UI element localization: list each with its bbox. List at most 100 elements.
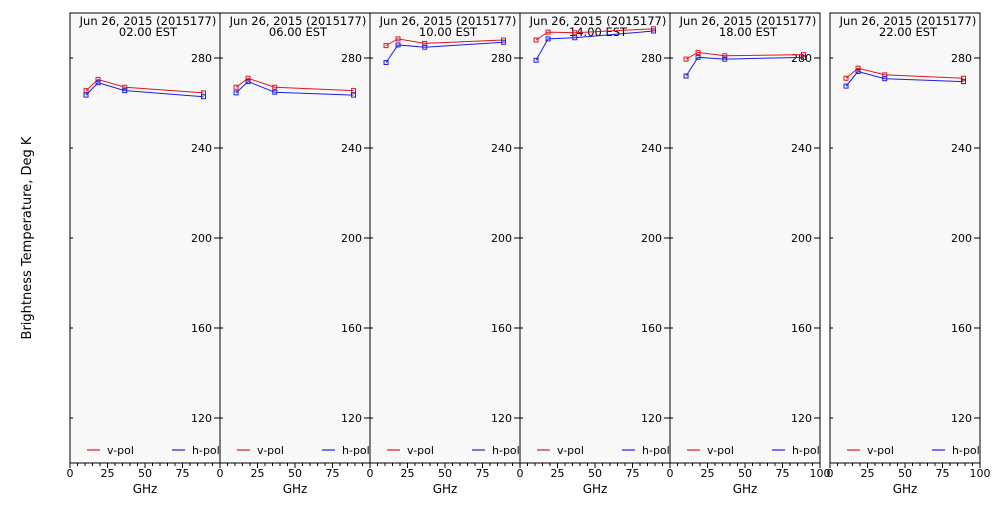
series-line-v-pol xyxy=(845,67,964,79)
y-tick-label: 120 xyxy=(491,412,512,425)
y-tick-label: 160 xyxy=(951,322,972,335)
data-point-h-pol xyxy=(801,54,806,60)
x-tick-label: 50 xyxy=(438,467,452,480)
series-line-h-pol xyxy=(385,41,504,63)
legend-label-h-pol: h-pol xyxy=(642,444,670,457)
panel-time-label: 02.00 EST xyxy=(119,25,178,39)
legend-label-v-pol: v-pol xyxy=(557,444,584,457)
data-point-h-pol xyxy=(422,44,428,50)
x-tick-label: 100 xyxy=(970,467,991,480)
legend-label-h-pol: h-pol xyxy=(192,444,220,457)
panel-6: Jun 26, 2015 (2015177)22.00 EST 120 160 200… xyxy=(827,12,991,496)
y-tick-label: 280 xyxy=(951,52,972,65)
x-tick-label: 25 xyxy=(101,467,115,480)
series-line-v-pol xyxy=(85,78,204,94)
x-tick-label: 0 xyxy=(517,467,524,480)
y-tick-label: 120 xyxy=(951,412,972,425)
series-line-h-pol xyxy=(535,30,654,61)
plot-area xyxy=(369,12,521,464)
x-tick-label: 0 xyxy=(667,467,674,480)
y-tick-label: 120 xyxy=(791,412,812,425)
series-line-h-pol xyxy=(235,81,354,96)
data-point-v-pol xyxy=(572,30,578,36)
y-tick-label: 160 xyxy=(791,322,812,335)
panel-date-label: Jun 26, 2015 (2015177) xyxy=(839,14,977,28)
data-point-v-pol xyxy=(395,36,401,42)
y-tick-label: 200 xyxy=(191,232,212,245)
y-tick-label: 280 xyxy=(641,52,662,65)
y-tick-label: 280 xyxy=(341,52,362,65)
data-point-h-pol xyxy=(572,35,578,41)
data-point-h-pol xyxy=(351,92,356,98)
data-point-h-pol xyxy=(395,42,401,48)
x-axis-label: GHz xyxy=(583,482,608,496)
data-point-v-pol xyxy=(533,37,539,43)
data-point-h-pol xyxy=(533,57,539,63)
y-tick-label: 160 xyxy=(491,322,512,335)
x-tick-label: 25 xyxy=(861,467,875,480)
x-tick-label: 50 xyxy=(588,467,602,480)
y-tick-label: 240 xyxy=(491,142,512,155)
data-point-v-pol xyxy=(695,49,701,55)
series-line-h-pol xyxy=(685,56,804,77)
data-point-h-pol xyxy=(695,54,701,60)
x-tick-label: 100 xyxy=(810,467,831,480)
series-line-v-pol xyxy=(535,28,654,41)
legend-label-h-pol: h-pol xyxy=(342,444,370,457)
legend-label-v-pol: v-pol xyxy=(257,444,284,457)
panel-date-label: Jun 26, 2015 (2015177) xyxy=(229,14,367,28)
data-point-h-pol xyxy=(122,88,128,94)
data-point-h-pol xyxy=(722,56,728,62)
data-point-v-pol xyxy=(855,65,861,71)
legend-label-h-pol: h-pol xyxy=(792,444,820,457)
x-tick-label: 25 xyxy=(701,467,715,480)
panel-4: Jun 26, 2015 (2015177)14.00 EST120160200… xyxy=(517,12,671,496)
data-point-v-pol xyxy=(961,75,966,81)
y-tick-label: 240 xyxy=(791,142,812,155)
panel-1: Jun 26, 2015 (2015177)02.00 EST 120 160 200… xyxy=(67,12,221,496)
y-tick-label: 200 xyxy=(641,232,662,245)
legend-label-v-pol: v-pol xyxy=(407,444,434,457)
x-axis-label: GHz xyxy=(283,482,308,496)
data-point-h-pol xyxy=(882,76,888,82)
x-axis-label: GHz xyxy=(893,482,918,496)
panel-5: Jun 26, 2015 (2015177)18.00 EST 120 160 200… xyxy=(667,12,831,496)
y-tick-label: 160 xyxy=(191,322,212,335)
y-tick-label: 240 xyxy=(951,142,972,155)
legend-label-v-pol: v-pol xyxy=(707,444,734,457)
x-tick-label: 50 xyxy=(138,467,152,480)
y-tick-label: 240 xyxy=(191,142,212,155)
y-axis-label: Brightness Temperature, Deg K xyxy=(20,136,35,339)
series-line-v-pol xyxy=(685,51,804,60)
y-tick-label: 160 xyxy=(641,322,662,335)
series-line-h-pol xyxy=(845,70,964,87)
legend-label-h-pol: h-pol xyxy=(492,444,520,457)
panel-date-label: Jun 26, 2015 (2015177) xyxy=(79,14,217,28)
data-point-h-pol xyxy=(855,69,861,74)
x-tick-label: 0 xyxy=(827,467,834,480)
data-point-v-pol xyxy=(843,75,849,81)
data-point-h-pol xyxy=(961,79,966,85)
y-tick-label: 240 xyxy=(341,142,362,155)
x-axis-label: GHz xyxy=(733,482,758,496)
x-tick-label: 25 xyxy=(551,467,565,480)
data-point-h-pol xyxy=(201,94,206,100)
data-point-v-pol xyxy=(722,53,728,59)
data-point-v-pol xyxy=(233,84,239,90)
data-point-v-pol xyxy=(683,56,689,62)
x-tick-label: 75 xyxy=(326,467,340,480)
data-point-h-pol xyxy=(683,73,689,79)
y-tick-label: 120 xyxy=(341,412,362,425)
x-tick-label: 50 xyxy=(738,467,752,480)
panel-3: Jun 26, 2015 (2015177)10.00 EST 120 160 200… xyxy=(367,12,521,496)
x-tick-label: 75 xyxy=(776,467,790,480)
panel-time-label: 18.00 EST xyxy=(719,25,778,39)
panel-time-label: 22.00 EST xyxy=(879,25,938,39)
x-tick-label: 50 xyxy=(898,467,912,480)
data-point-h-pol xyxy=(383,60,389,65)
x-tick-label: 75 xyxy=(176,467,190,480)
data-point-v-pol xyxy=(801,52,806,58)
x-tick-label: 25 xyxy=(401,467,415,480)
